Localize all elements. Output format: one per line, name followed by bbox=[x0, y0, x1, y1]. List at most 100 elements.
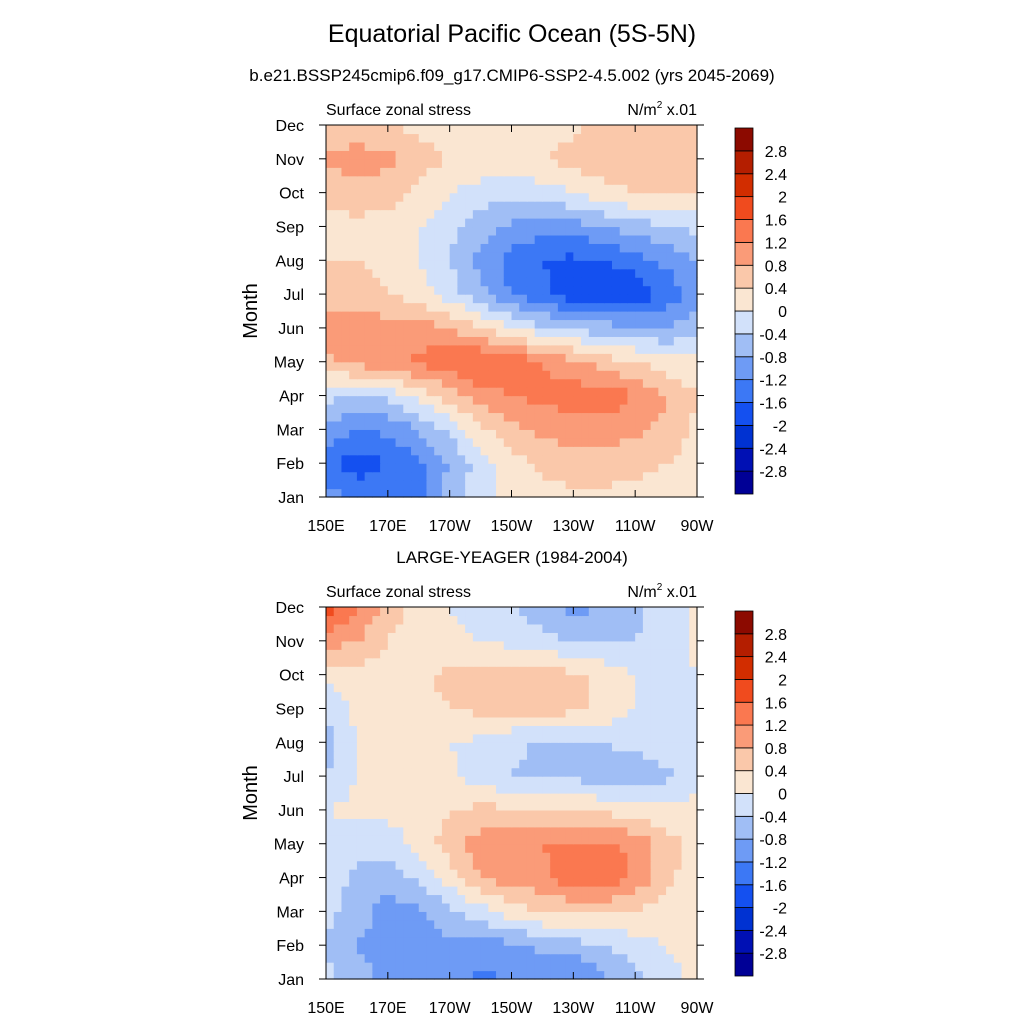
field-cell bbox=[364, 716, 373, 726]
field-cell bbox=[503, 353, 513, 363]
field-cell bbox=[403, 311, 412, 321]
field-cell bbox=[511, 336, 520, 346]
field-cell bbox=[542, 480, 551, 490]
field-cell bbox=[411, 387, 420, 397]
field-cell bbox=[642, 311, 652, 321]
field-cell bbox=[364, 835, 373, 845]
field-cell bbox=[658, 234, 667, 244]
field-cell bbox=[503, 623, 513, 633]
field-cell bbox=[395, 234, 404, 244]
field-cell bbox=[581, 776, 590, 786]
field-cell bbox=[581, 167, 590, 177]
field-cell bbox=[619, 607, 629, 617]
field-cell bbox=[588, 691, 598, 701]
field-cell bbox=[426, 607, 435, 617]
field-cell bbox=[395, 742, 404, 752]
field-cell bbox=[326, 801, 335, 811]
field-cell bbox=[511, 184, 520, 194]
field-cell bbox=[333, 471, 343, 481]
field-cell bbox=[449, 437, 458, 447]
field-cell bbox=[611, 454, 621, 464]
field-cell bbox=[673, 674, 683, 684]
field-cell bbox=[341, 277, 350, 287]
field-cell bbox=[519, 454, 528, 464]
field-cell bbox=[565, 640, 574, 650]
field-cell bbox=[488, 894, 497, 904]
field-cell bbox=[604, 649, 613, 659]
field-cell bbox=[596, 962, 605, 972]
field-cell bbox=[526, 902, 536, 912]
field-cell bbox=[635, 294, 644, 304]
field-cell bbox=[457, 809, 466, 819]
field-cell bbox=[488, 260, 497, 270]
field-cell bbox=[511, 962, 520, 972]
colorbar-label: 2.4 bbox=[765, 650, 787, 667]
field-cell bbox=[673, 767, 683, 777]
field-cell bbox=[380, 818, 389, 828]
field-cell bbox=[689, 894, 698, 904]
field-cell bbox=[650, 378, 659, 388]
field-cell bbox=[349, 311, 358, 321]
field-cell bbox=[395, 843, 404, 853]
field-cell bbox=[387, 336, 397, 346]
field-cell bbox=[511, 700, 520, 710]
field-cell bbox=[364, 125, 373, 135]
field-cell bbox=[604, 632, 613, 642]
field-cell bbox=[565, 378, 574, 388]
field-cell bbox=[573, 277, 582, 287]
field-cell bbox=[565, 209, 574, 219]
field-cell bbox=[588, 649, 598, 659]
field-cell bbox=[596, 429, 605, 439]
field-cell bbox=[411, 446, 420, 456]
field-cell bbox=[326, 852, 335, 862]
field-cell bbox=[650, 801, 659, 811]
field-cell bbox=[511, 691, 520, 701]
field-cell bbox=[542, 945, 551, 955]
field-cell bbox=[596, 404, 605, 414]
field-cell bbox=[449, 251, 458, 261]
field-cell bbox=[380, 801, 389, 811]
field-cell bbox=[681, 623, 690, 633]
field-cell bbox=[534, 902, 544, 912]
field-cell bbox=[349, 776, 358, 786]
colorbar-label: 1.6 bbox=[765, 695, 787, 712]
field-cell bbox=[380, 294, 389, 304]
field-cell bbox=[380, 251, 389, 261]
field-cell bbox=[573, 919, 582, 929]
field-cell bbox=[457, 962, 466, 972]
field-cell bbox=[689, 488, 698, 498]
field-cell bbox=[526, 429, 536, 439]
field-cell bbox=[449, 877, 458, 887]
field-cell bbox=[387, 818, 397, 828]
field-cell bbox=[565, 471, 574, 481]
field-cell bbox=[403, 666, 412, 676]
field-cell bbox=[611, 395, 621, 405]
field-cell bbox=[565, 387, 574, 397]
field-cell bbox=[673, 395, 683, 405]
field-cell bbox=[689, 835, 698, 845]
field-cell bbox=[434, 192, 443, 202]
field-cell bbox=[341, 141, 350, 151]
field-cell bbox=[472, 607, 482, 617]
field-cell bbox=[411, 877, 420, 887]
field-cell bbox=[341, 919, 350, 929]
field-cell bbox=[534, 801, 544, 811]
field-cell bbox=[611, 666, 621, 676]
field-cell bbox=[333, 936, 343, 946]
field-cell bbox=[542, 674, 551, 684]
field-cell bbox=[557, 125, 567, 135]
field-cell bbox=[526, 733, 536, 743]
colorbar-box bbox=[734, 747, 754, 772]
field-cell bbox=[364, 226, 373, 236]
field-cell bbox=[642, 928, 652, 938]
field-cell bbox=[534, 818, 544, 828]
field-cell bbox=[488, 691, 497, 701]
field-cell bbox=[503, 962, 513, 972]
field-cell bbox=[449, 615, 458, 625]
field-cell bbox=[689, 970, 698, 980]
field-cell bbox=[681, 226, 690, 236]
field-cell bbox=[635, 150, 644, 160]
field-cell bbox=[689, 776, 698, 786]
field-cell bbox=[619, 218, 629, 228]
field-cell bbox=[681, 615, 690, 625]
